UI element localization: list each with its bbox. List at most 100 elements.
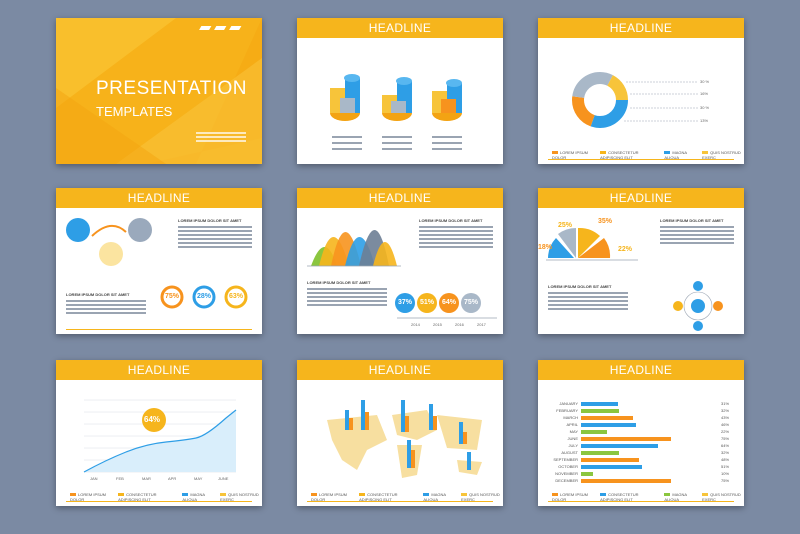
donut-chart — [572, 72, 698, 128]
slide-headline: HEADLINE — [56, 188, 262, 208]
bell-pct: 75% — [464, 299, 479, 306]
hbar-pct: 31% — [721, 401, 730, 406]
slide-world-map[interactable]: HEADLINE LOREM IPSUM DOLOR CONSECTETUR A… — [297, 360, 503, 506]
hbar-pct: 48% — [721, 457, 730, 462]
circle-pct: 75% — [165, 293, 180, 300]
hbar-month: OCTOBER — [558, 464, 578, 469]
slide-3d-charts[interactable]: HEADLINE — [297, 18, 503, 164]
hbar-month: MAY — [569, 429, 578, 434]
hbar-month: DECEMBER — [555, 478, 578, 483]
hbar-bar — [581, 429, 608, 434]
slide-circles[interactable]: HEADLINE 75% 28% 63% LOREM IPSUM DOLOR S… — [56, 188, 262, 334]
pie-pct: 22% — [618, 246, 633, 253]
hbar-pct: 75% — [721, 478, 730, 483]
legend: LOREM IPSUM DOLOR CONSECTETUR ADIPISCING… — [552, 150, 741, 160]
slide-headline: HEADLINE — [538, 188, 744, 208]
bell-year: 2016 — [455, 322, 464, 327]
hbar-pct: 22% — [721, 429, 730, 434]
hbar-row: OCTOBER 51% — [544, 463, 734, 470]
bell-year: 2014 — [411, 322, 420, 327]
semi-pie-chart — [546, 227, 723, 331]
bell-pct: 64% — [442, 299, 457, 306]
line-month: APR — [168, 476, 177, 481]
hbar-pct: 32% — [721, 408, 730, 413]
hbar-row: SEPTEMBER 48% — [544, 456, 734, 463]
slide-semi-pie[interactable]: HEADLINE 18% 25% 35% 22% LOREM IPSUM DOL… — [538, 188, 744, 334]
hbar-row: DECEMBER 75% — [544, 477, 734, 484]
hbar-row: MARCH 43% — [544, 414, 734, 421]
hbar-month: MARCH — [563, 415, 578, 420]
donut-label: 30 % — [700, 105, 710, 110]
hbar-pct: 10% — [721, 471, 730, 476]
hbar-row: APRIL 46% — [544, 421, 734, 428]
line-month: JUNE — [218, 476, 229, 481]
hbar-bar — [581, 471, 593, 476]
hbar-pct: 64% — [721, 443, 730, 448]
circle-pct: 28% — [197, 293, 212, 300]
hbar-month: AUGUST — [561, 450, 578, 455]
hbar-row: AUGUST 32% — [544, 449, 734, 456]
legend: LOREM IPSUM DOLOR CONSECTETUR ADIPISCING… — [552, 492, 741, 502]
text-block: LOREM IPSUM DOLOR SIT AMET — [66, 292, 146, 316]
slide-headline: HEADLINE — [538, 18, 744, 38]
line-chart — [83, 399, 237, 473]
slide-donut[interactable]: HEADLINE 30 % 16% 30 % 13% LOREM IPSUM D… — [538, 18, 744, 164]
text-block: LOREM IPSUM DOLOR SIT AMET — [178, 218, 252, 250]
circle-pct: 63% — [229, 293, 244, 300]
cover-title: PRESENTATION — [96, 78, 247, 99]
process-circles — [66, 218, 248, 309]
bell-pct: 37% — [398, 299, 413, 306]
line-badge: 64% — [144, 415, 161, 424]
slide-bell-curves[interactable]: HEADLINE 37% 51% 64% 75% 2014 2015 2016 … — [297, 188, 503, 334]
slide-line-chart[interactable]: HEADLINE 64% JAN FEB MAR APR MAY JUNE LO… — [56, 360, 262, 506]
cover-pattern — [56, 18, 262, 164]
hbar-row: FEBRUARY 32% — [544, 407, 734, 414]
hbar-month: JANUARY — [559, 401, 578, 406]
line-month: FEB — [116, 476, 124, 481]
hbar-pct: 75% — [721, 436, 730, 441]
hbar-row: JULY 64% — [544, 442, 734, 449]
line-month: JAN — [90, 476, 98, 481]
donut-label: 30 % — [700, 79, 710, 84]
line-month: MAR — [142, 476, 151, 481]
donut-label: 13% — [700, 118, 709, 123]
hbar-row: JANUARY 31% — [544, 400, 734, 407]
line-month: MAY — [194, 476, 203, 481]
bell-year: 2017 — [477, 322, 486, 327]
hbar-month: JUNE — [567, 436, 578, 441]
slide-headline: HEADLINE — [297, 18, 503, 38]
cover-small-text — [196, 130, 246, 144]
hbar-row: NOVEMBER 10% — [544, 470, 734, 477]
donut-label: 16% — [700, 91, 709, 96]
hbar-month: SEPTEMBER — [553, 457, 578, 462]
text-block: LOREM IPSUM DOLOR SIT AMET — [660, 218, 734, 246]
legend: LOREM IPSUM DOLOR CONSECTETUR ADIPISCING… — [311, 492, 500, 502]
hbar-row: JUNE 75% — [544, 435, 734, 442]
hbar-bar — [581, 401, 619, 406]
pie-pct: 18% — [538, 244, 553, 251]
3d-pie-charts — [330, 74, 462, 150]
hbar-month: JULY — [568, 443, 578, 448]
hbar-row: MAY 22% — [544, 428, 734, 435]
legend: LOREM IPSUM DOLOR CONSECTETUR ADIPISCING… — [70, 492, 259, 502]
cover-slide[interactable]: PRESENTATION TEMPLATES — [56, 18, 262, 164]
slide-headline: HEADLINE — [297, 188, 503, 208]
text-block: LOREM IPSUM DOLOR SIT AMET — [307, 280, 387, 308]
hbar-bar — [581, 443, 658, 448]
hbar-list: JANUARY 31% FEBRUARY 32% MARCH 43% APRIL 46% MAY… — [544, 400, 734, 484]
hbar-month: APRIL — [566, 422, 578, 427]
slide-hbar-chart[interactable]: HEADLINE JANUARY 31% FEBRUARY 32% MARCH 43% AP… — [538, 360, 744, 506]
text-block: LOREM IPSUM DOLOR SIT AMET — [548, 284, 628, 312]
bell-year: 2015 — [433, 322, 442, 327]
slide-headline: HEADLINE — [56, 360, 262, 380]
hbar-pct: 43% — [721, 415, 730, 420]
text-block: LOREM IPSUM DOLOR SIT AMET — [419, 218, 493, 250]
slide-headline: HEADLINE — [297, 360, 503, 380]
hbar-bar — [581, 450, 620, 455]
hbar-pct: 32% — [721, 450, 730, 455]
bell-curves — [307, 230, 497, 319]
hbar-bar — [581, 478, 671, 483]
bell-pct: 51% — [420, 299, 435, 306]
pie-pct: 35% — [598, 218, 613, 225]
hbar-bar — [581, 415, 633, 420]
